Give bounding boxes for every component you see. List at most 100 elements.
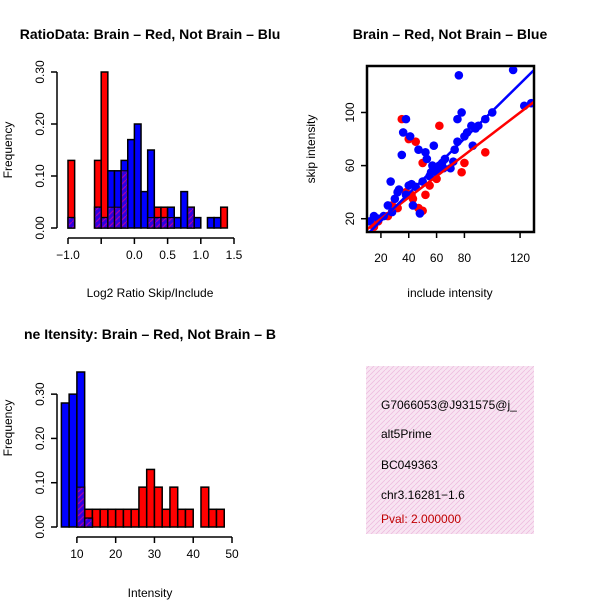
x-tick-label: 20 [109, 547, 123, 561]
histogram-bar-not-brain [180, 190, 189, 229]
histogram-overlap [115, 207, 121, 228]
info-background [366, 366, 534, 534]
x-tick-label: 120 [510, 251, 530, 265]
scatter-point-not-brain [421, 148, 430, 157]
info-line-accession: BC049363 [381, 458, 438, 472]
scatter-point-not-brain [383, 201, 393, 210]
x-tick-label: 40 [187, 547, 201, 561]
y-tick-label: 60 [343, 159, 357, 173]
histogram-overlap-outline [147, 217, 155, 229]
histogram-bar-brain [215, 508, 225, 528]
x-tick-label: 1.0 [192, 248, 209, 262]
scatter-point-not-brain [414, 145, 423, 154]
scatter-point-brain [457, 167, 466, 177]
bars [67, 71, 229, 229]
histogram-bar-not-brain [133, 123, 142, 229]
fit-line-not-brain [368, 69, 533, 231]
axes: −1.0 0.0 0.5 1.0 1.5 0.00 0.10 0.20 0.30 [33, 60, 243, 262]
scatter-point-not-brain [401, 114, 411, 124]
histogram-bar-brain [99, 508, 109, 528]
histogram-overlap-outline [113, 206, 122, 229]
histogram-overlap [95, 207, 101, 228]
histogram-overlap-outline [167, 217, 175, 229]
histogram-bar-not-brain [213, 216, 222, 229]
x-tick-label: 50 [225, 547, 239, 561]
histogram-bar-not-brain [127, 138, 136, 229]
scatter-point-not-brain [422, 154, 432, 164]
scatter-point-not-brain [453, 114, 462, 124]
intensity-histogram: ne Itensity: Brain – Red, Not Brain – B … [1, 326, 276, 600]
histogram-overlap-outline [67, 217, 76, 229]
scatter-point-brain [421, 190, 430, 200]
x-axis-label: Log2 Ratio Skip/Include [87, 286, 214, 300]
histogram-bar-brain [114, 508, 125, 528]
y-tick-label: 0.30 [33, 60, 47, 84]
scatter-point-not-brain [398, 128, 408, 137]
chart-title: RatioData: Brain – Red, Not Brain – Blu [20, 26, 281, 42]
histogram-bar-not-brain [60, 402, 70, 528]
scatter-point-not-brain [394, 185, 404, 194]
scatter-point-not-brain [405, 132, 415, 141]
chart-title: ne Itensity: Brain – Red, Not Brain – B [24, 326, 276, 342]
x-tick-label: 0.0 [126, 248, 143, 262]
histogram-overlap [161, 217, 167, 228]
histogram-bar-brain [207, 508, 218, 528]
y-axis-label: Frequency [1, 122, 15, 179]
x-tick-label: 30 [148, 547, 162, 561]
scatter-point-not-brain [408, 201, 418, 210]
intensity-scatter: Brain – Red, Not Brain – Blue 20 40 60 80 12… [304, 26, 547, 300]
histogram-overlap-outline [120, 170, 129, 229]
histogram-bar-brain [100, 71, 109, 229]
histogram-bar-not-brain [193, 216, 202, 229]
info-line-id: G7066053@J931575@j_ [381, 398, 517, 412]
histogram-bar-not-brain [68, 393, 78, 528]
histogram-overlap-outline [160, 217, 169, 229]
y-tick-label: 20 [343, 212, 357, 226]
info-panel: G7066053@J931575@j_ alt5Prime BC049363 c… [366, 366, 534, 534]
histogram-bar-brain [130, 508, 140, 528]
histogram-overlap [155, 217, 160, 228]
y-tick-label: 0.20 [33, 112, 47, 136]
histogram-overlap [69, 217, 74, 228]
histogram-bar-brain [169, 486, 179, 528]
scatter-point-not-brain [457, 108, 466, 117]
y-tick-label: 0.10 [33, 164, 47, 188]
histogram-overlap [168, 217, 174, 228]
histogram-bar-brain [145, 468, 156, 528]
histogram-bar-not-brain [173, 216, 182, 229]
info-line-location: chr3.16281−1.6 [381, 488, 465, 502]
x-tick-label: 80 [458, 251, 472, 265]
histogram-overlap [102, 217, 107, 228]
y-tick-label: 0.30 [33, 382, 47, 406]
histogram-overlap-outline [107, 206, 115, 229]
plot-frame [365, 64, 536, 234]
histogram-bar-brain [153, 486, 163, 528]
x-tick-label: 20 [374, 251, 388, 265]
scatter-point-brain [460, 158, 469, 168]
scatter-point-not-brain [390, 194, 400, 204]
scatter-content [368, 67, 533, 231]
y-axis-label: Frequency [1, 400, 15, 457]
info-pval: Pval: 2.000000 [381, 512, 461, 526]
axes: 20 40 60 80 120 20 60 100 [343, 102, 530, 265]
x-axis-label: Intensity [128, 586, 173, 600]
histogram-overlap-outline [187, 206, 195, 229]
scatter-point-not-brain [454, 70, 464, 80]
histogram-overlap-outline [94, 206, 102, 229]
y-tick-label: 0.00 [33, 515, 47, 539]
scatter-point-brain [480, 148, 490, 157]
scatter-point-brain [411, 137, 421, 146]
ratio-histogram: RatioData: Brain – Red, Not Brain – Blu … [1, 26, 280, 300]
bars [60, 371, 225, 528]
histogram-overlap-outline [100, 217, 109, 229]
y-tick-label: 0.10 [33, 471, 47, 495]
histogram-overlap-outline [153, 217, 162, 229]
x-tick-label: 60 [430, 251, 444, 265]
y-tick-label: 0.00 [33, 216, 47, 240]
x-tick-label: 0.5 [159, 248, 176, 262]
histogram-overlap [188, 207, 194, 228]
histogram-overlap [85, 518, 92, 527]
axes: 10 20 30 40 50 0.00 0.10 0.20 0.30 [33, 382, 239, 561]
y-axis-label: skip intensity [304, 115, 318, 184]
histogram-bar-brain [161, 508, 171, 528]
